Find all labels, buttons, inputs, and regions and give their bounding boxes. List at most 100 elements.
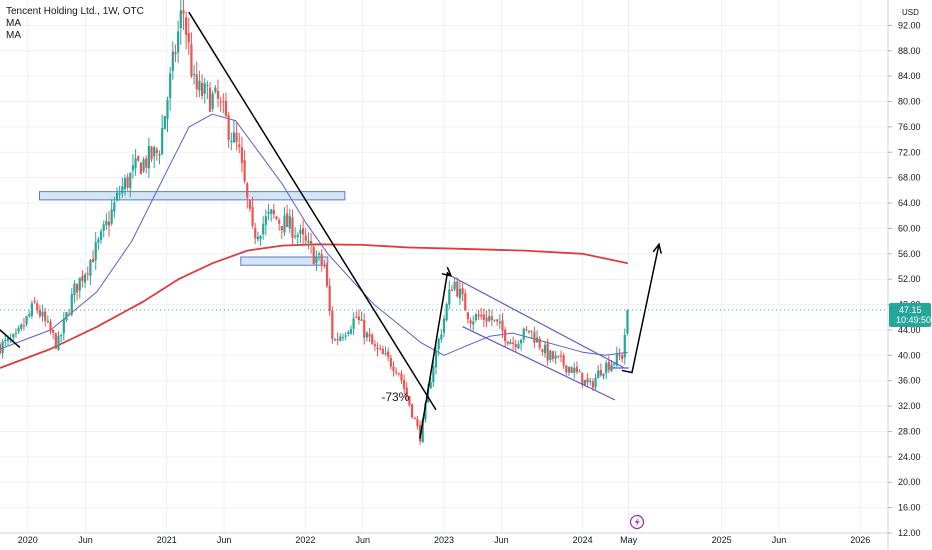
candle-body <box>33 301 36 303</box>
candle <box>163 115 166 130</box>
candle <box>575 361 579 375</box>
candle <box>448 280 451 310</box>
y-tick-label: 32.00 <box>898 401 921 411</box>
symbol-title[interactable]: Tencent Holding Ltd., 1W, OTC <box>6 6 144 17</box>
candle-body <box>28 314 31 317</box>
candle-body <box>14 333 18 335</box>
flash-icon[interactable] <box>629 514 645 530</box>
candle-body <box>607 361 610 371</box>
candle-body <box>488 316 491 321</box>
x-tick-label: May <box>620 535 638 545</box>
candle-body <box>323 264 326 267</box>
candle-body <box>418 425 422 442</box>
slow-moving-average <box>0 243 628 369</box>
price-zone <box>39 191 346 201</box>
time-axis[interactable]: 2020 Jun 2021 Jun 2022 Jun 2023 Jun 2024 May 2025 J… <box>0 532 888 545</box>
bar-countdown-label: 10:49:50 <box>896 315 931 325</box>
candle-body <box>456 281 459 297</box>
candle-body <box>113 202 116 212</box>
candle-body <box>73 283 76 296</box>
candle-body <box>163 115 166 130</box>
candle <box>347 330 350 337</box>
candle <box>474 312 478 323</box>
candle-body <box>134 158 137 169</box>
candle <box>613 363 616 368</box>
candle <box>190 32 193 79</box>
candle-body <box>538 338 541 348</box>
candle-body <box>275 216 278 220</box>
candle-body <box>546 343 549 361</box>
candle-body <box>496 319 499 322</box>
candle-body <box>312 246 315 265</box>
chart-legend: Tencent Holding Ltd., 1W, OTC MA MA <box>6 6 144 42</box>
price-axis[interactable]: 12.00 16.00 20.00 24.00 28.00 32.00 36.00 40.00… <box>887 0 921 550</box>
candle-body <box>17 328 20 332</box>
candle <box>62 312 65 341</box>
candle <box>466 311 470 324</box>
candle <box>514 339 517 352</box>
candle <box>230 132 233 151</box>
candle-body <box>155 149 158 154</box>
candle <box>376 342 379 357</box>
candle-body <box>25 316 28 325</box>
candle-body <box>232 132 236 143</box>
y-tick-label: 80.00 <box>898 97 921 107</box>
candle-body <box>605 363 608 374</box>
candle-body <box>139 162 143 175</box>
candle-body <box>525 329 528 331</box>
candle <box>341 333 345 342</box>
candle <box>392 361 395 377</box>
x-tick-label: 2023 <box>434 535 454 545</box>
candle-body <box>102 224 105 231</box>
candle-body <box>623 334 626 358</box>
candle-body <box>203 82 206 94</box>
y-tick-label: 72.00 <box>898 147 921 157</box>
candle-body <box>602 373 605 377</box>
candle <box>150 145 153 163</box>
candle-body <box>54 333 57 349</box>
candle <box>232 120 236 144</box>
y-tick-label: 40.00 <box>898 350 921 360</box>
candle <box>363 313 366 345</box>
candle-body <box>533 332 536 343</box>
candle <box>477 309 480 320</box>
candle <box>102 220 105 238</box>
candle <box>52 329 55 340</box>
candle <box>83 272 87 288</box>
candle-body <box>591 381 594 388</box>
candle-body <box>49 321 52 332</box>
candle-body <box>230 140 233 142</box>
candle <box>485 310 488 328</box>
candle <box>25 315 28 327</box>
candle-body <box>315 256 318 263</box>
candle-body <box>30 303 34 316</box>
candle <box>456 277 459 298</box>
candle-body <box>381 348 384 355</box>
candle-body <box>304 235 307 241</box>
candle <box>373 339 376 352</box>
candle <box>251 196 254 229</box>
candle <box>599 363 602 377</box>
candle <box>562 352 565 370</box>
candle-body <box>426 388 430 403</box>
candle-body <box>264 216 267 225</box>
candle-body <box>36 303 39 311</box>
candle <box>238 132 241 154</box>
candle <box>381 345 384 355</box>
ma-indicator-label-1[interactable]: MA <box>6 18 21 29</box>
candle-body <box>424 403 427 420</box>
trend-line <box>419 272 449 439</box>
candle-body <box>583 379 587 386</box>
candle <box>546 338 549 366</box>
x-tick-label: Jun <box>494 535 509 545</box>
candle-body <box>317 253 321 255</box>
candle-body <box>291 217 294 238</box>
candle <box>208 82 212 112</box>
currency-label[interactable]: USD <box>902 8 919 17</box>
ma-indicator-label-2[interactable]: MA <box>6 30 21 41</box>
candle-body <box>195 74 198 90</box>
candle <box>283 207 286 236</box>
candle-body <box>174 52 177 55</box>
candle-body <box>52 329 55 334</box>
